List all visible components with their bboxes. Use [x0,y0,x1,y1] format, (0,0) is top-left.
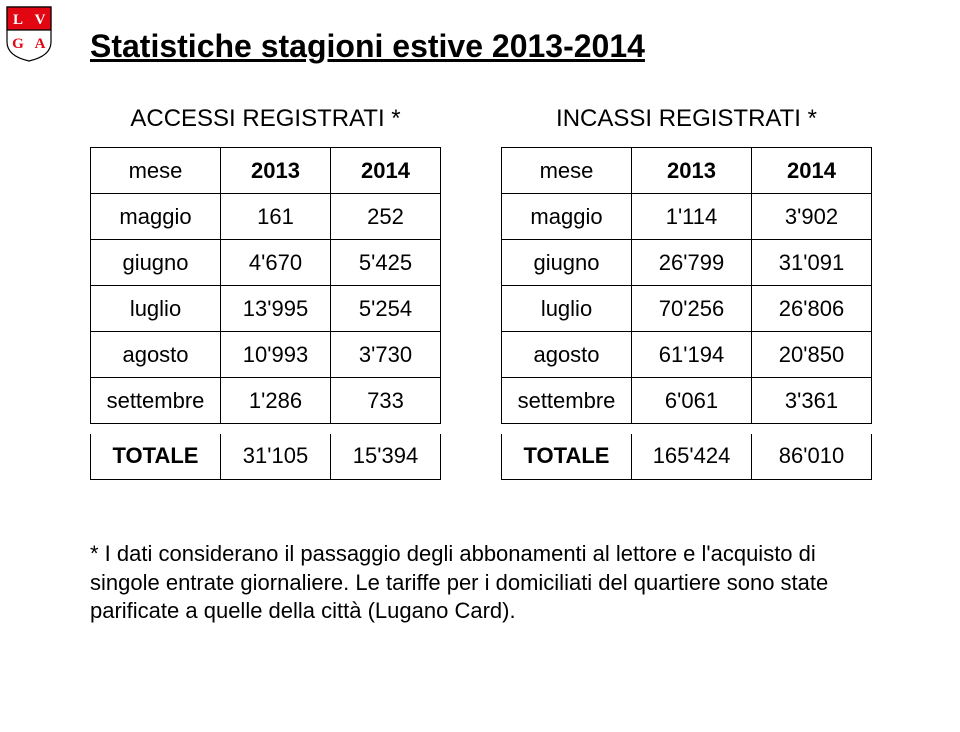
table-row: giugno 26'799 31'091 [502,240,872,286]
svg-text:L: L [13,12,23,28]
row-cell: 61'194 [632,332,752,378]
table-row: settembre 6'061 3'361 [502,378,872,424]
row-cell: 252 [331,194,441,240]
row-cell: 161 [221,194,331,240]
row-cell: 733 [331,378,441,424]
lvga-shield-logo: L V G A [6,6,52,67]
row-cell: 3'361 [752,378,872,424]
table-row: luglio 70'256 26'806 [502,286,872,332]
row-cell: 4'670 [221,240,331,286]
incassi-title: INCASSI REGISTRATI * [501,105,872,133]
row-cell: 10'993 [221,332,331,378]
accessi-header-2013: 2013 [221,148,331,194]
table-row: agosto 61'194 20'850 [502,332,872,378]
row-cell: 3'902 [752,194,872,240]
total-label: TOTALE [502,434,632,480]
total-cell: 165'424 [632,434,752,480]
table-row: maggio 161 252 [91,194,441,240]
row-label: agosto [502,332,632,378]
row-cell: 13'995 [221,286,331,332]
table-row: maggio 1'114 3'902 [502,194,872,240]
table-row: luglio 13'995 5'254 [91,286,441,332]
footnote-text: * I dati considerano il passaggio degli … [90,540,870,626]
row-cell: 5'254 [331,286,441,332]
row-cell: 20'850 [752,332,872,378]
incassi-total-row: TOTALE 165'424 86'010 [502,434,872,480]
accessi-header-2014: 2014 [331,148,441,194]
table-row: giugno 4'670 5'425 [91,240,441,286]
row-label: luglio [502,286,632,332]
row-label: luglio [91,286,221,332]
incassi-table: mese 2013 2014 maggio 1'114 3'902 giugno… [501,147,872,480]
row-cell: 1'286 [221,378,331,424]
total-cell: 15'394 [331,434,441,480]
svg-text:G: G [12,36,24,52]
incassi-header-mese: mese [502,148,632,194]
row-cell: 3'730 [331,332,441,378]
svg-text:A: A [35,36,46,52]
row-cell: 70'256 [632,286,752,332]
total-label: TOTALE [91,434,221,480]
row-label: settembre [91,378,221,424]
row-label: maggio [91,194,221,240]
accessi-header-mese: mese [91,148,221,194]
accessi-total-row: TOTALE 31'105 15'394 [91,434,441,480]
accessi-table: mese 2013 2014 maggio 161 252 giugno 4'6… [90,147,441,480]
table-row: agosto 10'993 3'730 [91,332,441,378]
row-cell: 26'799 [632,240,752,286]
row-label: settembre [502,378,632,424]
row-label: giugno [91,240,221,286]
accessi-title: ACCESSI REGISTRATI * [90,105,441,133]
total-cell: 86'010 [752,434,872,480]
incassi-table-block: INCASSI REGISTRATI * mese 2013 2014 magg… [501,105,872,480]
row-cell: 26'806 [752,286,872,332]
row-label: maggio [502,194,632,240]
table-row: settembre 1'286 733 [91,378,441,424]
total-cell: 31'105 [221,434,331,480]
accessi-table-block: ACCESSI REGISTRATI * mese 2013 2014 magg… [90,105,441,480]
row-cell: 1'114 [632,194,752,240]
page-title: Statistiche stagioni estive 2013-2014 [90,28,890,65]
row-cell: 31'091 [752,240,872,286]
row-label: agosto [91,332,221,378]
tables-container: ACCESSI REGISTRATI * mese 2013 2014 magg… [90,105,890,480]
svg-text:V: V [35,12,46,28]
row-cell: 5'425 [331,240,441,286]
incassi-header-2013: 2013 [632,148,752,194]
row-label: giugno [502,240,632,286]
row-cell: 6'061 [632,378,752,424]
incassi-header-2014: 2014 [752,148,872,194]
